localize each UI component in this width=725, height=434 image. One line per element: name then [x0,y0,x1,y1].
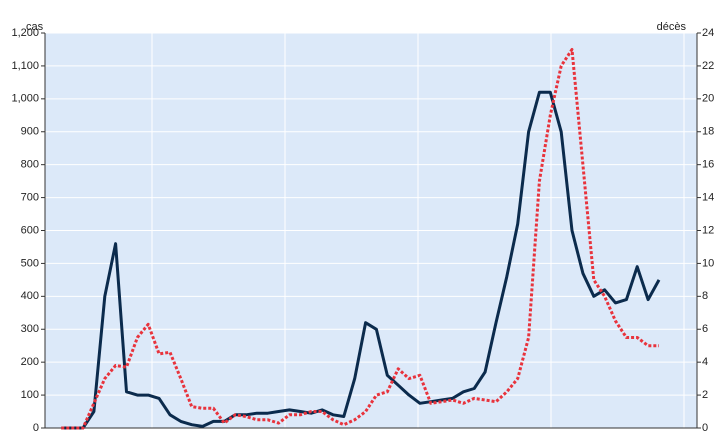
y2-tick-label: 2 [702,389,708,401]
y2-tick-label: 22 [702,60,714,72]
y2-tick-label: 24 [702,27,714,39]
y2-tick-label: 0 [702,422,708,434]
y-tick-label: 1,100 [11,60,39,72]
y2-tick-label: 4 [702,356,708,368]
series-line [61,90,661,430]
y-tick-label: 0 [33,422,39,434]
y2-tick-label: 10 [702,257,714,269]
y2-tick-label: 6 [702,323,708,335]
y-tick-label: 200 [21,356,39,368]
y-tick-label: 500 [21,257,39,269]
y-tick-label: 300 [21,323,39,335]
series-line [61,48,659,430]
y-axis-label: cas [26,21,44,33]
y-tick-label: 400 [21,290,39,302]
y-tick-label: 700 [21,191,39,203]
y2-axis-label: décès [657,21,687,33]
y2-tick-label: 12 [702,224,714,236]
y-tick-label: 100 [21,389,39,401]
y-tick-label: 900 [21,126,39,138]
y2-tick-label: 16 [702,159,714,171]
y2-tick-label: 20 [702,93,714,105]
y-tick-label: 600 [21,224,39,236]
y-tick-label: 1,200 [11,27,39,39]
y2-tick-label: 18 [702,126,714,138]
y-tick-label: 800 [21,159,39,171]
y2-tick-label: 14 [702,191,714,203]
y2-tick-label: 8 [702,290,708,302]
y-tick-label: 1,000 [11,93,39,105]
